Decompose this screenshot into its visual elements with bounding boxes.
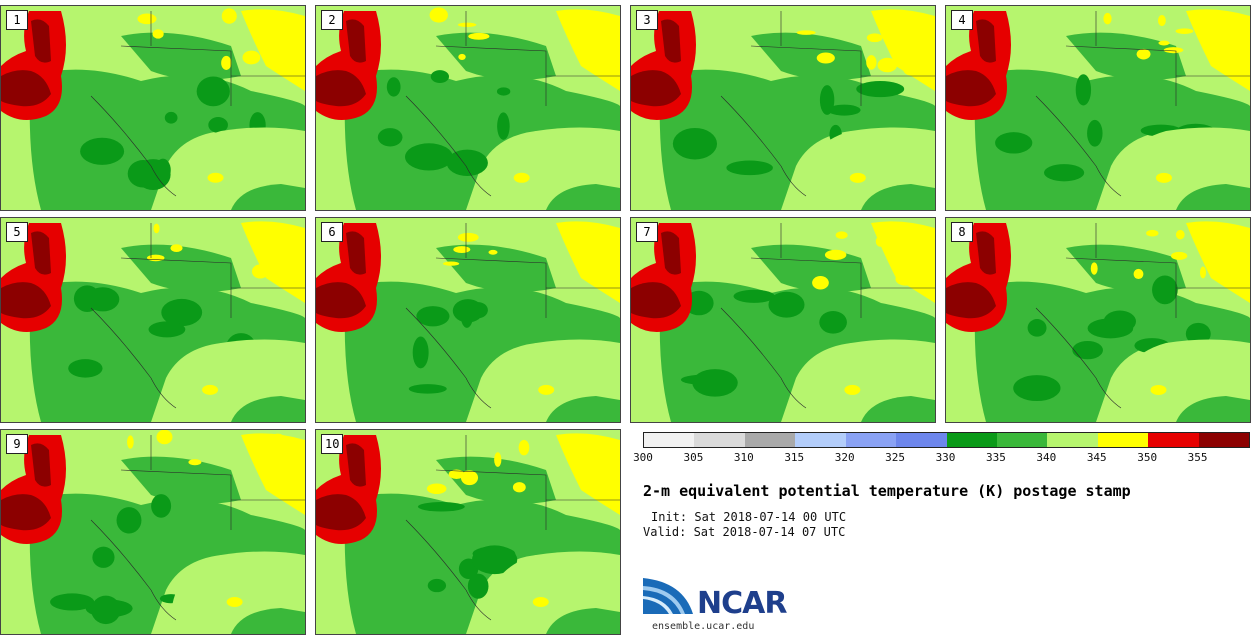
colorbar-tick-label: 300: [633, 451, 653, 464]
member-panel-8: 8: [945, 217, 1251, 423]
colorbar-tick-label: 325: [885, 451, 906, 464]
member-number: 9: [6, 434, 28, 454]
colorbar: [643, 432, 1250, 448]
member-panel-9: 9: [0, 429, 306, 635]
colorbar-tick-label: 305: [683, 451, 704, 464]
colorbar-segment: [996, 433, 1048, 447]
ncar-logo-text: NCAR: [697, 586, 787, 621]
colorbar-tick-label: 315: [784, 451, 805, 464]
member-panel-7: 7: [630, 217, 936, 423]
colorbar-tick-label: 330: [935, 451, 956, 464]
member-number: 1: [6, 10, 28, 30]
colorbar-segment: [896, 433, 947, 447]
colorbar-tick-label: 355: [1187, 451, 1208, 464]
colorbar-segment: [795, 433, 846, 447]
site-url: ensemble.ucar.edu: [652, 621, 755, 632]
member-panel-10: 10: [315, 429, 621, 635]
colorbar-tick-label: 345: [1086, 451, 1107, 464]
colorbar-segment: [644, 433, 695, 447]
ncar-logo: [643, 578, 693, 614]
colorbar-tick-label: 320: [834, 451, 855, 464]
colorbar-tick-label: 310: [733, 451, 754, 464]
colorbar-segment: [946, 433, 997, 447]
map-title: 2-m equivalent potential temperature (K)…: [643, 482, 1131, 500]
member-panel-4: 4: [945, 5, 1251, 211]
member-number: 10: [321, 434, 344, 454]
member-panel-2: 2: [315, 5, 621, 211]
colorbar-segment: [744, 433, 796, 447]
colorbar-tick-label: 335: [985, 451, 1006, 464]
member-number: 5: [6, 222, 28, 242]
colorbar-tick-label: 350: [1137, 451, 1158, 464]
colorbar-segment: [1198, 433, 1250, 447]
colorbar-tick-label: 340: [1036, 451, 1057, 464]
colorbar-segment: [694, 433, 745, 447]
valid-time: Valid: Sat 2018-07-14 07 UTC: [643, 525, 846, 539]
member-panel-6: 6: [315, 217, 621, 423]
colorbar-segment: [845, 433, 897, 447]
init-time: Init: Sat 2018-07-14 00 UTC: [651, 510, 847, 524]
member-panel-3: 3: [630, 5, 936, 211]
member-number: 3: [636, 10, 658, 30]
member-number: 4: [951, 10, 973, 30]
colorbar-segment: [1097, 433, 1149, 447]
member-number: 7: [636, 222, 658, 242]
colorbar-segment: [1047, 433, 1098, 447]
member-number: 6: [321, 222, 343, 242]
member-panel-1: 1: [0, 5, 306, 211]
member-number: 8: [951, 222, 973, 242]
colorbar-segment: [1148, 433, 1199, 447]
member-number: 2: [321, 10, 343, 30]
member-panel-5: 5: [0, 217, 306, 423]
